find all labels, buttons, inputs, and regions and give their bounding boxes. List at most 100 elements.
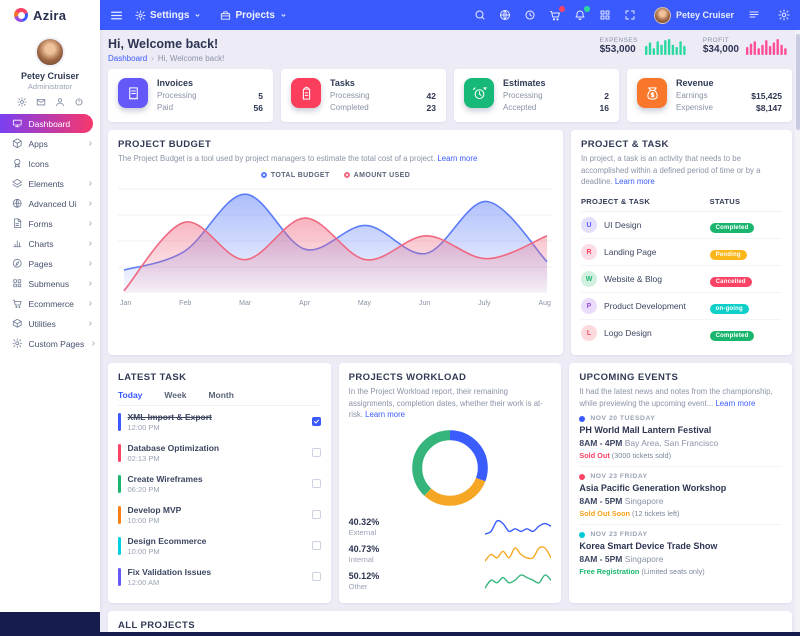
navbar-menu-projects[interactable]: Projects: [220, 10, 287, 21]
settings-gear-icon[interactable]: [778, 9, 790, 21]
event-item[interactable]: NOV 23 FRIDAY Asia Pacific Generation Wor…: [579, 467, 783, 526]
kpi-value: $53,000: [599, 44, 636, 55]
task-checkbox[interactable]: [311, 417, 321, 427]
sidebar-profile: Petey Cruiser Administrator: [0, 30, 100, 107]
task-checkbox[interactable]: [311, 541, 321, 551]
events-learn-more-link[interactable]: Learn more: [715, 398, 756, 408]
sidebar-nav: Dashboard Apps Icons Elements Advanced Ui For…: [0, 114, 100, 353]
workload-label: Other: [348, 581, 368, 591]
tab-month[interactable]: Month: [208, 390, 234, 401]
profile-settings-icon[interactable]: [16, 97, 27, 107]
sidebar-item-icons[interactable]: Icons: [0, 154, 100, 173]
task-list-item[interactable]: Create Wireframes 06:20 PM: [118, 468, 321, 499]
shopping-cart-icon[interactable]: [549, 6, 565, 21]
task-list-item[interactable]: Database Optimization 02:13 PM: [118, 437, 321, 468]
tab-week[interactable]: Week: [164, 390, 187, 401]
sidebar-item-charts[interactable]: Charts: [0, 234, 100, 253]
apps-grid-icon[interactable]: [599, 9, 611, 21]
stat-label: Processing: [330, 91, 370, 100]
navbar-user[interactable]: Petey Cruiser: [653, 6, 734, 24]
sidebar-item-apps[interactable]: Apps: [0, 134, 100, 153]
pages-icon: [12, 258, 23, 269]
sidebar-item-label: Custom Pages: [28, 338, 85, 349]
projects-workload-card: PROJECTS WORKLOAD In the Project Workloa…: [338, 363, 562, 604]
sidebar-item-label: Apps: [28, 138, 48, 149]
task-checkbox[interactable]: [311, 479, 321, 489]
breadcrumb-item[interactable]: Dashboard: [108, 54, 148, 63]
chevron-right-icon: [87, 220, 94, 227]
task-list-item[interactable]: Develop MVP 10:00 PM: [118, 499, 321, 530]
task-name: UI Design: [604, 220, 642, 231]
utilities-icon: [12, 318, 23, 329]
sidebar-item-ecommerce[interactable]: Ecommerce: [0, 294, 100, 313]
sidebar-item-elements[interactable]: Elements: [0, 174, 100, 193]
task-title: XML Import & Export: [127, 411, 212, 422]
search-icon[interactable]: [474, 9, 486, 21]
sidebar-item-custom-pages[interactable]: Custom Pages: [0, 334, 100, 353]
chevron-right-icon: [87, 300, 94, 307]
task-checkbox[interactable]: [311, 510, 321, 520]
workload-sparkline: [485, 573, 552, 589]
main-content: Hi, Welcome back! Dashboard › Hi, Welcome …: [100, 30, 800, 632]
sidebar-item-label: Charts: [28, 238, 54, 249]
x-axis-tick: Apr: [299, 299, 310, 307]
task-color-bar: [118, 443, 121, 462]
budget-learn-more-link[interactable]: Learn more: [437, 154, 478, 163]
sidebar-item-forms[interactable]: Forms: [0, 214, 100, 233]
page-scrollbar[interactable]: [795, 30, 800, 632]
stat-label: Paid: [157, 103, 174, 112]
workload-label: Internal: [348, 554, 374, 564]
navbar-avatar: [653, 6, 671, 24]
sidebar-item-submenus[interactable]: Submenus: [0, 274, 100, 293]
kpi-mini-bar-chart: [746, 38, 788, 55]
project-task-row[interactable]: R Landing Page Pending: [581, 239, 782, 267]
profile-avatar[interactable]: [35, 37, 65, 67]
project-task-row[interactable]: U UI Design Completed: [581, 212, 782, 240]
task-list-item[interactable]: Fix Validation Issues 12:00 AM: [118, 561, 321, 592]
stat-value: 23: [426, 103, 436, 113]
sidebar: Azira Petey Cruiser Administrator Dashbo…: [0, 0, 100, 612]
workload-stat-other: 50.12% Other: [349, 567, 552, 594]
task-name: Logo Design: [604, 328, 652, 339]
sidebar-item-label: Utilities: [28, 318, 56, 329]
task-checkbox[interactable]: [311, 572, 321, 582]
profile-logout-icon[interactable]: [74, 97, 84, 107]
app-logo[interactable]: Azira: [0, 0, 100, 30]
kpi-mini-bar-chart: [644, 38, 687, 55]
event-item[interactable]: NOV 20 TUESDAY PH World Mall Lantern Fest…: [579, 409, 783, 468]
workload-learn-more-link[interactable]: Learn more: [365, 410, 406, 420]
project-task-row[interactable]: W Website & Blog Cancelled: [581, 266, 782, 294]
task-list-item[interactable]: Design Ecommerce 10:00 PM: [118, 530, 321, 561]
fullscreen-icon[interactable]: [624, 9, 636, 21]
hamburger-menu-icon[interactable]: [110, 9, 123, 22]
legend-item-amount-used[interactable]: AMOUNT USED: [343, 172, 411, 179]
notifications-bell-icon[interactable]: [574, 6, 590, 21]
tab-today[interactable]: Today: [118, 390, 143, 401]
sidebar-item-pages[interactable]: Pages: [0, 254, 100, 273]
project-task-learn-more-link[interactable]: Learn more: [614, 177, 655, 187]
task-name: Product Development: [604, 301, 686, 312]
sidebar-item-label: Forms: [28, 218, 53, 229]
stat-card-title: Revenue: [676, 78, 714, 88]
event-item[interactable]: NOV 23 FRIDAY Korea Smart Device Trade Sh…: [579, 525, 782, 582]
history-clock-icon[interactable]: [524, 9, 536, 21]
task-list-item[interactable]: XML Import & Export 12:00 PM: [118, 406, 321, 437]
navbar-menu-label: Settings: [150, 9, 190, 21]
profile-user-icon[interactable]: [55, 97, 65, 107]
profile-mail-icon[interactable]: [36, 97, 46, 107]
legend-item-total-budget[interactable]: TOTAL BUDGET: [260, 172, 330, 179]
sidebar-toggle-icon[interactable]: [748, 9, 760, 21]
navbar-menu-settings[interactable]: Settings: [135, 10, 202, 21]
sidebar-item-advanced-ui[interactable]: Advanced Ui: [0, 194, 100, 213]
project-task-row[interactable]: L Logo Design Completed: [581, 320, 782, 346]
task-time: 06:20 PM: [127, 484, 160, 494]
project-task-row[interactable]: P Product Development on-going: [581, 293, 782, 321]
stat-label: Processing: [157, 91, 197, 100]
sidebar-item-dashboard[interactable]: Dashboard: [0, 114, 93, 133]
sidebar-item-utilities[interactable]: Utilities: [0, 314, 100, 333]
scrollbar-thumb[interactable]: [795, 34, 800, 130]
language-globe-icon[interactable]: [499, 9, 511, 21]
upcoming-events-card: UPCOMING EVENTS It had the latest news a…: [569, 363, 793, 604]
task-checkbox[interactable]: [311, 448, 321, 458]
revenue-icon: [637, 78, 667, 108]
